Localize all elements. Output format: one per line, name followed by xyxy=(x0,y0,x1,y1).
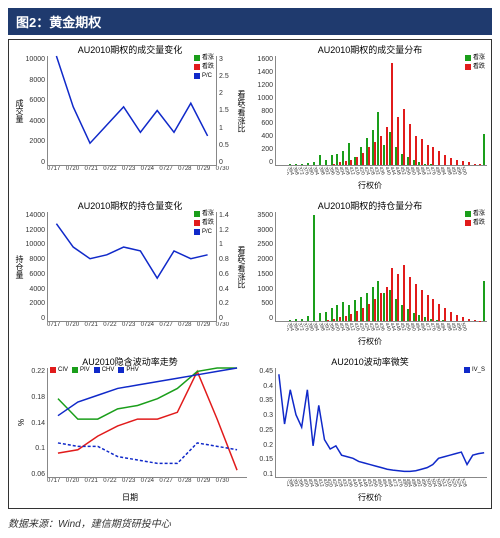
legend: 看涨看跌 xyxy=(465,210,485,227)
plot-area: IV_S xyxy=(275,368,487,478)
y-left-label: % xyxy=(13,368,25,478)
x-label: 日期 xyxy=(13,492,247,503)
plot-area: 看涨看跌 xyxy=(275,56,487,166)
plot-area: CIVPIVCHVPHV xyxy=(47,368,247,478)
x-axis: 3603643683723763803843883923964004044084… xyxy=(287,322,469,336)
x-axis: 0717072007210722072307240727072807290730 xyxy=(47,166,229,180)
y-axis-right: 32.521.510.50 xyxy=(217,56,235,166)
y-left-label: 持仓量 xyxy=(13,212,25,322)
y-axis-left: 14000120001000080006000400020000 xyxy=(25,212,47,322)
x-axis: 0717072007210722072307240727072807290730 xyxy=(47,478,229,492)
x-label: 行权价 xyxy=(253,180,487,191)
chart-tr: AU2010期权的成交量分布 1600140012001000800600400… xyxy=(253,44,487,194)
line-overlay xyxy=(276,368,487,477)
chart-tl: AU2010期权的成交量变化 成交量 100008000600040002000… xyxy=(13,44,247,194)
plot-area: 看涨看跌P/C xyxy=(47,212,217,322)
plot-area: 看涨看跌 xyxy=(275,212,487,322)
chart-title: AU2010期权的持仓量分布 xyxy=(253,200,487,212)
y-axis-left: 0.450.40.350.30.250.20.150.1 xyxy=(253,368,275,478)
chart-ml: AU2010期权的持仓量变化 持仓量 140001200010000800060… xyxy=(13,200,247,350)
y-axis-right: 1.41.210.80.60.40.20 xyxy=(217,212,235,322)
x-label: 行权价 xyxy=(253,492,487,503)
x-label: 行权价 xyxy=(253,336,487,347)
y-right-label: 看跌/看涨比 xyxy=(235,56,247,166)
y-axis-left: 3500300025002000150010005000 xyxy=(253,212,275,322)
line-overlay xyxy=(48,212,216,321)
line-overlay xyxy=(48,368,247,477)
y-axis-left: 1000080006000400020000 xyxy=(25,56,47,166)
chart-bl: AU2010隐含波动率走势 % 0.220.180.140.10.06 CIVP… xyxy=(13,356,247,506)
chart-grid: AU2010期权的成交量变化 成交量 100008000600040002000… xyxy=(13,44,487,506)
x-axis: 0717072007210722072307240727072807290730 xyxy=(47,322,229,336)
y-right-label: 看跌/看涨比 xyxy=(235,212,247,322)
data-source: 数据来源：Wind，建信期货研投中心 xyxy=(8,515,492,530)
line-overlay xyxy=(48,56,216,165)
y-axis-left: 0.220.180.140.10.06 xyxy=(25,368,47,478)
chart-title: AU2010波动率微笑 xyxy=(253,356,487,368)
plot-area: 看涨看跌P/C xyxy=(47,56,217,166)
y-axis-left: 16001400120010008006004002000 xyxy=(253,56,275,166)
x-axis: 3843883923964004044084124164204244284324… xyxy=(287,478,469,492)
figure-panel: AU2010期权的成交量变化 成交量 100008000600040002000… xyxy=(8,39,492,509)
y-left-label: 成交量 xyxy=(13,56,25,166)
x-axis: 3603643683723763803843883923964004044084… xyxy=(287,166,469,180)
legend: 看涨看跌 xyxy=(465,54,485,71)
figure-title: 图2：黄金期权 xyxy=(8,8,492,35)
chart-mr: AU2010期权的持仓量分布 3500300025002000150010005… xyxy=(253,200,487,350)
chart-title: AU2010期权的成交量分布 xyxy=(253,44,487,56)
chart-br: AU2010波动率微笑 0.450.40.350.30.250.20.150.1… xyxy=(253,356,487,506)
